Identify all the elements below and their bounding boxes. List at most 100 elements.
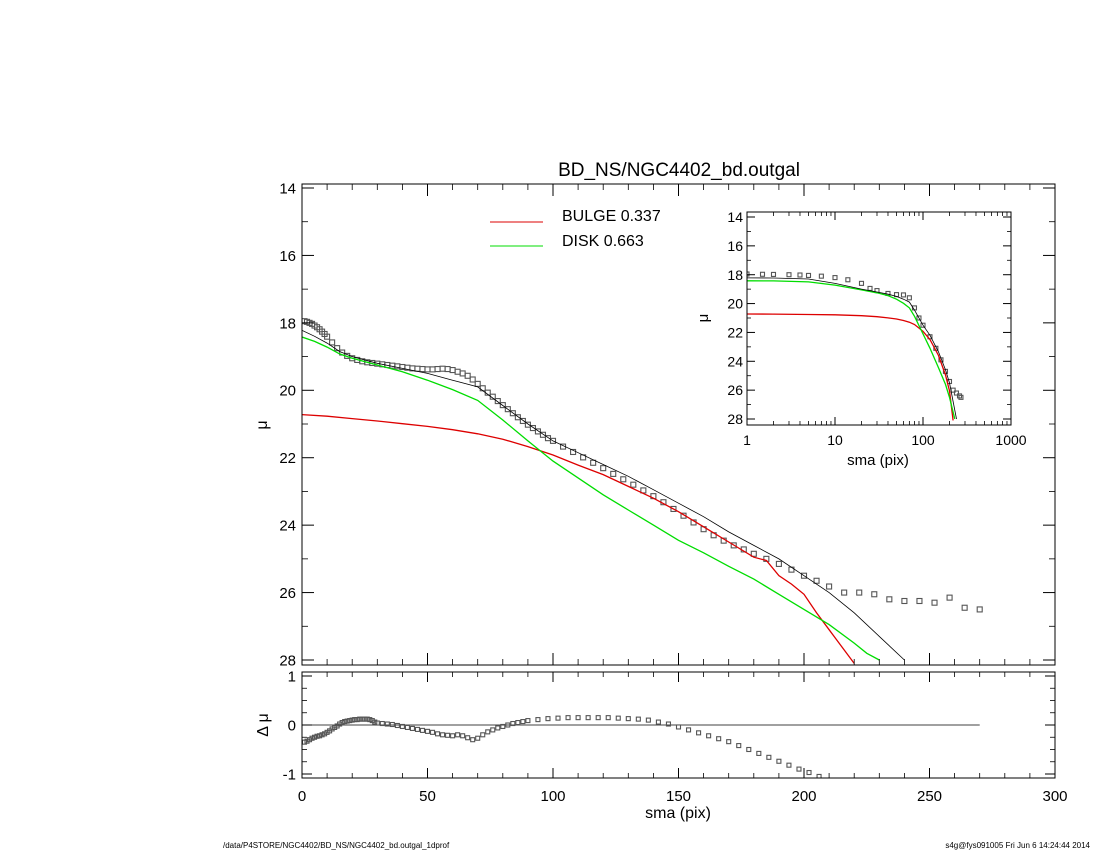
- inset-x-tick-label: 1: [743, 432, 751, 448]
- inset-data-point: [786, 272, 792, 278]
- main-data-point: [620, 476, 627, 483]
- residual-data-point: [645, 717, 651, 723]
- residual-y-tick-label: -1: [283, 766, 296, 783]
- main-y-tick-label: 16: [279, 248, 296, 265]
- main-y-tick-label: 20: [279, 383, 296, 400]
- residual-data-point: [796, 766, 802, 772]
- main-data-point: [750, 550, 757, 557]
- residual-data-point: [806, 769, 812, 776]
- residual-data-point: [480, 732, 486, 738]
- main-data-point: [469, 376, 476, 383]
- main-y-tick-label: 26: [279, 585, 296, 602]
- inset-y-tick-label: 26: [727, 382, 743, 398]
- residual-data-point: [615, 715, 621, 721]
- inset-data-point: [916, 315, 922, 321]
- inset-frame: [746, 211, 1012, 426]
- x-axis-label: sma (pix): [645, 805, 711, 822]
- residual-data-point: [766, 754, 772, 760]
- main-data-point: [504, 406, 511, 413]
- main-data-point: [813, 577, 820, 584]
- inset-data-point: [770, 271, 777, 277]
- main-data-point: [610, 470, 617, 477]
- main-data-point: [539, 431, 547, 438]
- main-data-point: [976, 606, 983, 613]
- inset-data-point: [953, 390, 960, 396]
- main-data-point: [509, 410, 516, 417]
- main-y-axis-label: μ: [254, 420, 271, 429]
- residual-data-point: [475, 735, 481, 741]
- main-y-tick-label: 22: [279, 450, 296, 467]
- residual-data-point: [726, 739, 732, 745]
- inset-data-point: [906, 295, 912, 301]
- residual-y-axis-label: Δ μ: [255, 713, 272, 736]
- inset-data-point: [956, 393, 963, 399]
- main-data-point: [439, 365, 446, 372]
- main-data-point: [419, 365, 426, 373]
- residual-data-point: [404, 724, 410, 731]
- residual-data-point: [384, 721, 390, 727]
- main-data-point: [800, 572, 808, 579]
- residual-data-point: [776, 758, 782, 764]
- inset-data-point: [759, 271, 766, 277]
- residual-data-point: [399, 723, 405, 730]
- main-data-point: [856, 589, 863, 596]
- residual-data-point: [414, 726, 421, 732]
- residual-x-tick-label: 250: [917, 788, 942, 805]
- main-data-point: [961, 604, 968, 611]
- residual-data-point: [525, 718, 531, 724]
- residual-data-point: [500, 723, 506, 730]
- residual-data-point: [565, 715, 571, 721]
- main-data-point: [324, 333, 331, 340]
- residual-x-tick-label: 200: [791, 788, 816, 805]
- residual-data-point: [434, 731, 441, 737]
- footer-path: /data/P4STORE/NGC4402/BD_NS/NGC4402_bd.o…: [223, 841, 450, 850]
- residual-data-point: [736, 743, 742, 749]
- main-data-point: [946, 594, 953, 601]
- residual-data-point: [595, 715, 601, 721]
- residual-data-point: [409, 725, 415, 731]
- main-data-point: [841, 589, 848, 596]
- residual-data-point: [635, 716, 641, 722]
- residual-data-point: [460, 733, 466, 739]
- main-data-point: [499, 402, 506, 409]
- inset-disk-line: [747, 280, 956, 420]
- main-data-point: [479, 385, 486, 392]
- main-data-point: [901, 597, 908, 605]
- residual-data-point: [696, 730, 702, 736]
- inset-data-point: [958, 394, 964, 400]
- main-data-point: [670, 505, 677, 513]
- residual-data-point: [419, 727, 426, 733]
- main-data-point: [429, 366, 436, 373]
- residual-data-point: [585, 715, 591, 721]
- residual-data-point: [746, 746, 752, 753]
- main-data-point: [449, 367, 456, 374]
- main-data-point: [730, 542, 737, 549]
- inset-data-point: [845, 277, 851, 283]
- inset-data-point: [832, 275, 838, 281]
- residual-data-point: [495, 725, 501, 731]
- residual-data-point: [685, 727, 692, 733]
- residual-data-point: [655, 719, 661, 725]
- residual-data-point: [515, 719, 521, 726]
- residual-data-point: [625, 716, 631, 722]
- main-data-point: [414, 365, 421, 372]
- legend: BULGE 0.337 DISK 0.663: [490, 208, 661, 250]
- residual-data-point: [535, 717, 541, 723]
- residual-data-point: [465, 735, 471, 741]
- main-data-point: [600, 465, 607, 472]
- main-data-point: [529, 424, 536, 432]
- main-data-point: [871, 591, 878, 598]
- footer-stamp: s4g@fys091005 Fri Jun 6 14:24:44 2014: [945, 841, 1090, 850]
- residual-x-tick-label: 300: [1042, 788, 1067, 805]
- main-data-point: [630, 481, 637, 488]
- residual-y-tick-label: 0: [288, 717, 296, 734]
- inset-y-tick-label: 14: [727, 209, 743, 225]
- main-data-point: [459, 370, 466, 377]
- main-data-point: [570, 448, 577, 456]
- main-data-point: [931, 599, 938, 606]
- main-data-point: [424, 366, 431, 373]
- residual-data-point: [389, 721, 395, 728]
- residual-data-point: [470, 737, 476, 743]
- residual-data-point: [485, 729, 491, 735]
